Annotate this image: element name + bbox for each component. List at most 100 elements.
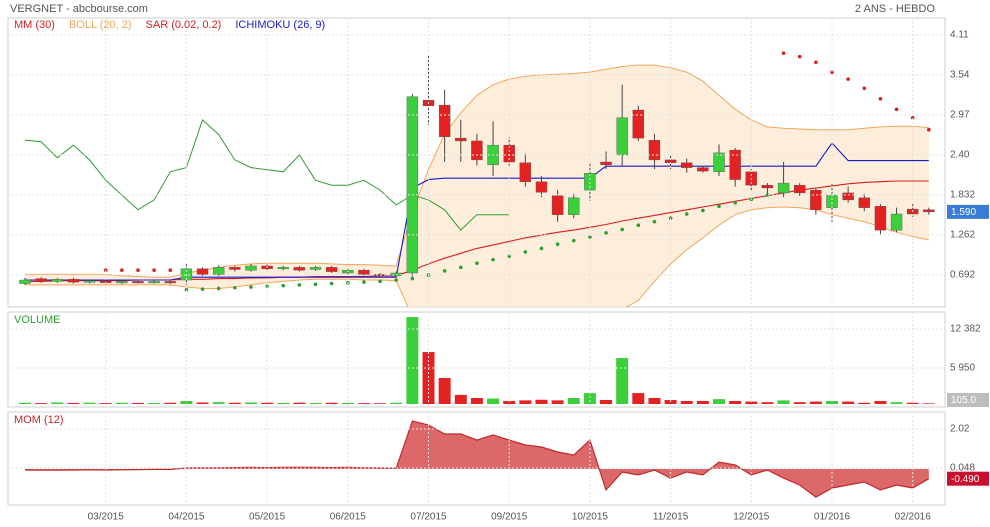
volume-bar xyxy=(309,403,322,405)
x-tick-label: 12/2015 xyxy=(733,512,770,523)
sar-dot xyxy=(297,283,302,287)
sar-dot xyxy=(539,246,544,251)
sar-dot xyxy=(830,70,834,74)
volume-bar xyxy=(131,402,144,405)
candle-body xyxy=(229,267,241,270)
sar-dot xyxy=(152,268,156,272)
sar-dot xyxy=(652,219,657,224)
volume-bar xyxy=(180,400,193,405)
sar-dot xyxy=(168,268,173,272)
volume-bar xyxy=(906,402,919,405)
volume-bar xyxy=(390,402,403,405)
volume-bar xyxy=(519,400,532,405)
x-tick-label: 05/2015 xyxy=(249,512,286,523)
sar-dot xyxy=(588,235,592,239)
sar-dot xyxy=(571,238,576,243)
y-tick-label: 12 382 xyxy=(950,324,981,335)
candle-body xyxy=(148,281,160,284)
y-tick-label: 5 950 xyxy=(950,363,975,374)
volume-bar xyxy=(535,399,548,405)
sar-dot xyxy=(701,208,705,213)
sar-dot xyxy=(313,282,318,287)
volume-bar xyxy=(874,400,887,405)
candle-body xyxy=(761,184,774,189)
candle-body xyxy=(858,197,870,208)
volume-bar xyxy=(696,400,709,405)
sar-dot xyxy=(846,77,850,81)
band-lower xyxy=(25,206,929,307)
x-tick-label: 10/2015 xyxy=(572,512,609,523)
volume-bar xyxy=(51,402,64,405)
candle-body xyxy=(535,181,548,193)
sar-dot xyxy=(458,265,463,270)
candle-body xyxy=(196,268,209,275)
x-tick-label: 04/2015 xyxy=(168,512,205,523)
momentum-line xyxy=(24,420,930,498)
y-tick-label: 2.02 xyxy=(950,424,970,435)
candle-body xyxy=(293,267,306,271)
candle-body xyxy=(713,152,725,173)
volume-bar xyxy=(261,402,274,405)
chart-subtitle: 2 ANS - HEBDO xyxy=(855,3,936,15)
sar-dot xyxy=(814,60,818,65)
volume-bar xyxy=(374,403,387,405)
volume-bar xyxy=(567,398,580,405)
candle-body xyxy=(568,197,580,215)
panel-title: VOLUME xyxy=(14,314,60,326)
sar-dot xyxy=(378,279,382,284)
sar-dot xyxy=(910,115,915,120)
x-tick-label: 02/2016 xyxy=(895,512,932,523)
candle-body xyxy=(632,109,645,139)
sar-dot xyxy=(136,268,140,272)
candle-body xyxy=(51,279,63,282)
volume-bar xyxy=(148,403,161,405)
volume-bar xyxy=(503,400,516,405)
volume-bar xyxy=(745,401,758,405)
candle-body xyxy=(826,194,838,208)
volume-bar xyxy=(164,402,177,405)
sar-dot xyxy=(410,276,415,281)
volume-bar xyxy=(680,400,693,405)
sar-dot xyxy=(200,287,205,291)
sar-dot xyxy=(216,286,221,291)
candle-body xyxy=(19,279,31,284)
sar-dot xyxy=(249,285,253,289)
candle-body xyxy=(132,281,144,284)
candle-body xyxy=(438,104,451,137)
volume-bar xyxy=(422,352,435,405)
volume-bar xyxy=(341,402,354,405)
candle-body xyxy=(923,209,935,213)
candle-body xyxy=(616,117,628,156)
candle-body xyxy=(309,267,322,270)
candle-body xyxy=(358,269,370,275)
volume-bar xyxy=(196,402,209,405)
candle-body xyxy=(325,267,338,272)
volume-bar xyxy=(244,402,257,405)
last-value-label: 105.0 xyxy=(951,395,976,406)
volume-bar xyxy=(922,403,935,405)
sar-dot xyxy=(781,51,786,55)
sar-dot xyxy=(684,212,689,216)
volume-bar xyxy=(842,401,855,405)
sar-dot xyxy=(862,86,867,91)
x-tick-label: 01/2016 xyxy=(814,512,851,523)
candle-body xyxy=(842,192,854,201)
sar-dot xyxy=(394,278,399,282)
volume-bar xyxy=(277,402,290,405)
x-tick-label: 11/2015 xyxy=(653,512,689,523)
sar-dot xyxy=(475,261,479,265)
y-tick-label: 0.048 xyxy=(950,463,975,474)
candle-body xyxy=(729,149,741,180)
candle-body xyxy=(212,267,225,275)
sar-dot xyxy=(733,200,737,205)
candle-body xyxy=(874,206,887,231)
sar-dot xyxy=(878,96,883,101)
last-value-label: -0.490 xyxy=(951,474,980,485)
volume-bar xyxy=(470,398,483,405)
volume-bar xyxy=(212,402,225,405)
sar-dot xyxy=(523,250,528,254)
sar-dot xyxy=(555,242,560,246)
x-tick-label: 07/2015 xyxy=(410,512,447,523)
sar-dot xyxy=(233,285,237,290)
